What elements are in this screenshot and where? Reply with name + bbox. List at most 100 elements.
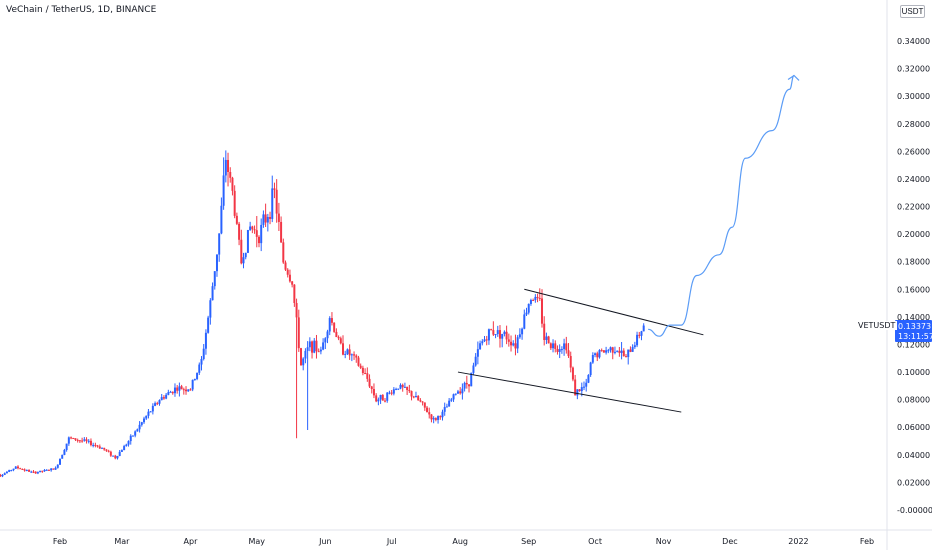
candle xyxy=(392,387,395,396)
candle xyxy=(620,342,623,360)
candle xyxy=(324,337,327,350)
candle xyxy=(25,469,28,472)
candle xyxy=(364,368,367,375)
last-price-badge: 0.13373 13:11:57 xyxy=(895,320,932,342)
candle xyxy=(386,391,389,403)
candle xyxy=(536,293,539,303)
plot-area[interactable] xyxy=(0,74,800,478)
candle xyxy=(229,167,232,183)
candle xyxy=(554,340,557,353)
candle xyxy=(167,389,170,396)
price-axis-unit-button[interactable]: USDT xyxy=(900,5,925,18)
price-tick-label: 0.10000 xyxy=(897,368,930,377)
time-tick-label: May xyxy=(249,537,266,546)
candle xyxy=(388,390,391,395)
candle xyxy=(503,330,506,337)
candle xyxy=(32,470,35,474)
candle xyxy=(591,352,594,364)
price-tick-label: 0.08000 xyxy=(897,396,930,405)
candle xyxy=(423,402,426,411)
candle xyxy=(342,335,345,356)
candle xyxy=(145,415,148,420)
candle xyxy=(322,338,325,351)
candle xyxy=(487,328,490,345)
candle xyxy=(333,322,336,333)
candle xyxy=(507,333,510,347)
candle xyxy=(366,367,369,382)
projection-curve[interactable] xyxy=(648,74,795,337)
candle xyxy=(112,455,115,457)
price-tick-label: 0.16000 xyxy=(897,285,930,294)
candle xyxy=(547,335,550,344)
trendline[interactable] xyxy=(457,371,682,413)
candle xyxy=(74,438,77,442)
candle xyxy=(501,333,504,348)
candle xyxy=(585,378,588,392)
candle xyxy=(39,470,42,473)
candle xyxy=(516,335,519,354)
drawings[interactable] xyxy=(457,74,800,413)
candle xyxy=(222,157,225,210)
candle xyxy=(518,328,521,339)
candle xyxy=(328,316,331,336)
candle xyxy=(67,436,70,446)
candle xyxy=(304,348,307,364)
candle xyxy=(587,374,590,384)
candle xyxy=(432,416,435,424)
candle xyxy=(337,335,340,341)
candle xyxy=(306,341,309,430)
candle xyxy=(527,303,530,315)
candle xyxy=(291,280,294,288)
price-axis[interactable]: 0.34000 0.32000 0.30000 0.28000 0.26000 0.240… xyxy=(897,37,932,515)
candle xyxy=(160,393,163,401)
candle xyxy=(534,294,537,303)
time-tick-label: Dec xyxy=(722,537,737,546)
candle xyxy=(264,203,267,227)
candle xyxy=(10,469,13,472)
time-tick-label: Jun xyxy=(318,537,332,546)
bar-countdown: 13:11:57 xyxy=(898,332,932,341)
candle xyxy=(156,401,159,406)
candle xyxy=(627,349,630,365)
candle xyxy=(496,325,499,337)
candle xyxy=(600,348,603,352)
candle xyxy=(107,449,110,453)
candle xyxy=(344,350,347,359)
candle xyxy=(140,421,143,427)
candle xyxy=(43,469,46,472)
candle xyxy=(204,329,207,355)
candle xyxy=(96,444,99,448)
candle xyxy=(81,437,84,443)
candle xyxy=(61,454,64,459)
candle xyxy=(30,470,33,473)
candle xyxy=(3,472,6,476)
candle xyxy=(116,455,119,460)
candle xyxy=(127,440,130,447)
candle xyxy=(441,409,444,421)
candle xyxy=(134,430,137,438)
candle xyxy=(12,468,15,472)
candle xyxy=(426,405,429,413)
candle xyxy=(459,387,462,395)
candle xyxy=(246,229,249,254)
candle xyxy=(72,437,75,439)
time-axis[interactable]: Feb Mar Apr May Jun Jul Aug Sep Oct Nov Dec 2022 Feb xyxy=(53,537,874,546)
candle xyxy=(445,403,448,408)
candle xyxy=(85,437,88,444)
candle xyxy=(421,401,424,406)
candle xyxy=(50,468,53,472)
candle xyxy=(288,269,291,283)
candle xyxy=(198,362,201,375)
candle xyxy=(103,447,106,451)
candle xyxy=(125,443,128,447)
candle xyxy=(171,391,174,395)
candle xyxy=(408,384,411,393)
candle xyxy=(638,331,641,339)
candle xyxy=(428,407,431,419)
trendline[interactable] xyxy=(524,288,704,336)
price-tick-label: 0.24000 xyxy=(897,175,930,184)
candle xyxy=(83,437,86,442)
candle xyxy=(545,332,548,345)
candle xyxy=(277,202,280,231)
